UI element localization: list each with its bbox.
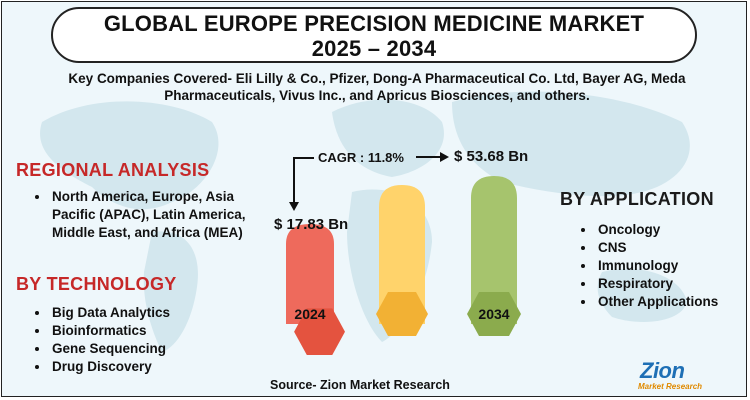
application-list: Oncology CNS Immunology Respiratory Othe… — [578, 221, 746, 311]
year-2034-label: 2034 — [478, 306, 509, 322]
technology-list: Big Data Analytics Bioinformatics Gene S… — [32, 304, 250, 376]
title-banner: GLOBAL EUROPE PRECISION MEDICINE MARKET … — [51, 7, 697, 63]
start-market-value: $ 17.83 Bn — [274, 216, 349, 233]
bar-mid-body — [379, 185, 425, 324]
page-title-years: 2025 – 2034 — [311, 36, 437, 61]
cagr-arrow-right — [416, 152, 449, 162]
application-item: Respiratory — [596, 275, 746, 293]
zion-logo: Zion Market Research — [634, 358, 714, 396]
application-item: Immunology — [596, 257, 746, 275]
hexagon-2024 — [294, 308, 345, 356]
technology-item: Drug Discovery — [50, 358, 250, 376]
technology-heading: BY TECHNOLOGY — [16, 274, 177, 294]
technology-item: Gene Sequencing — [50, 340, 250, 358]
regional-analysis-heading: REGIONAL ANALYSIS — [16, 160, 210, 180]
bar-mid — [376, 185, 428, 336]
year-2024-label: 2024 — [294, 306, 325, 322]
hexagon-mid — [376, 292, 428, 336]
source-note: Source- Zion Market Research — [270, 378, 450, 392]
bar-2024 — [286, 224, 345, 356]
regional-item: North America, Europe, Asia Pacific (APA… — [50, 188, 265, 242]
bar-2034 — [467, 176, 521, 336]
page-title: GLOBAL EUROPE PRECISION MEDICINE MARKET — [103, 11, 645, 36]
technology-item: Bioinformatics — [50, 322, 250, 340]
technology-item: Big Data Analytics — [50, 304, 250, 322]
logo-word: Zion — [640, 358, 685, 383]
application-item: Oncology — [596, 221, 746, 239]
application-item: Other Applications — [596, 293, 746, 311]
end-market-value: $ 53.68 Bn — [454, 148, 529, 165]
application-heading: BY APPLICATION — [560, 189, 714, 209]
bar-2024-body — [286, 224, 334, 324]
key-companies-text: Key Companies Covered- Eli Lilly & Co., … — [68, 71, 686, 103]
cagr-arrow-down — [289, 157, 314, 211]
application-item: CNS — [596, 239, 746, 257]
hexagon-2034 — [467, 292, 521, 336]
regional-list: North America, Europe, Asia Pacific (APA… — [32, 188, 265, 242]
logo-subtitle: Market Research — [638, 382, 703, 391]
bar-2034-body — [471, 176, 517, 324]
cagr-label: CAGR : 11.8% — [318, 150, 404, 165]
